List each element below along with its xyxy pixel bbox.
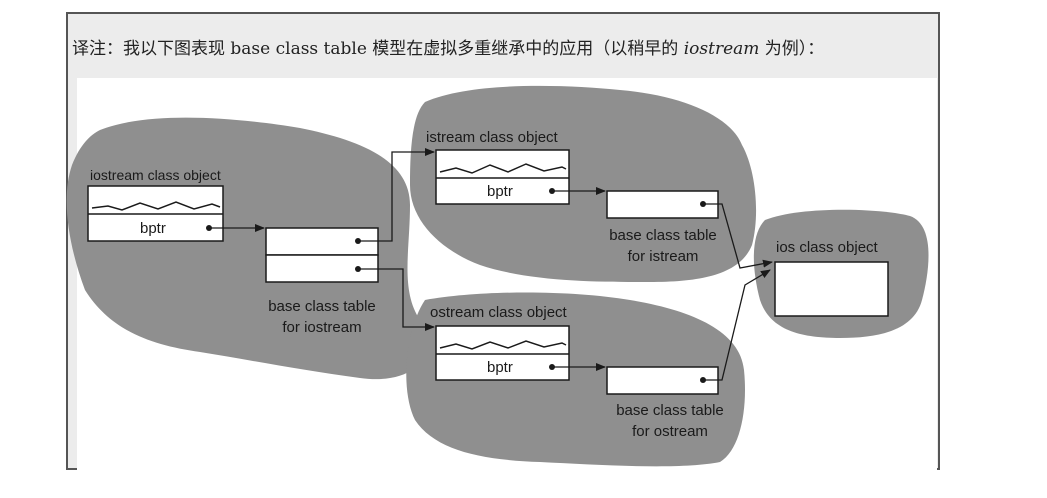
iostream-table-label-line2: for iostream [282, 319, 361, 336]
ios-object-label: ios class object [776, 239, 879, 256]
istream-blob [410, 85, 757, 282]
iostream-to-istream-arrow [358, 148, 435, 242]
ostream-object-label: ostream class object [430, 304, 568, 321]
ostream-object-data-wave [439, 340, 567, 350]
translator-note-caption: 译注：我以下图表现 base class table 模型在虚拟多重继承中的应用… [72, 34, 824, 59]
iostream-object-label: iostream class object [90, 167, 221, 183]
ostream-to-ios-arrow [703, 269, 771, 381]
iostream-blob [66, 117, 427, 380]
ostream-table-label-line2: for ostream [632, 423, 708, 440]
istream-object-label: istream class object [426, 129, 559, 146]
ostream-table-slot [606, 366, 719, 395]
caption-emphasis: iostream [683, 39, 760, 59]
ostream-table-label-line1: base class table [616, 402, 724, 419]
iostream-object-data-wave [91, 201, 221, 211]
istream-bptr-label: bptr [487, 183, 513, 200]
istream-object-data-wave [439, 163, 567, 174]
iostream-to-ostream-arrow [358, 268, 435, 331]
caption-suffix: 为例）： [759, 39, 825, 59]
iostream-table-label-line1: base class table [268, 298, 376, 315]
istream-to-ios-arrow [703, 203, 773, 269]
istream-table-label-line2: for istream [628, 248, 699, 265]
ostream-bptr-label: bptr [487, 359, 513, 376]
istream-table-label-line1: base class table [609, 227, 717, 244]
istream-object-box [435, 149, 570, 205]
caption-prefix: 译注：我以下图表现 base class table 模型在虚拟多重继承中的应用… [72, 39, 684, 59]
iostream-bptr-label: bptr [140, 220, 166, 237]
ios-object-box [774, 261, 889, 317]
istream-table-slot [606, 190, 719, 219]
ostream-object-box [435, 325, 570, 381]
